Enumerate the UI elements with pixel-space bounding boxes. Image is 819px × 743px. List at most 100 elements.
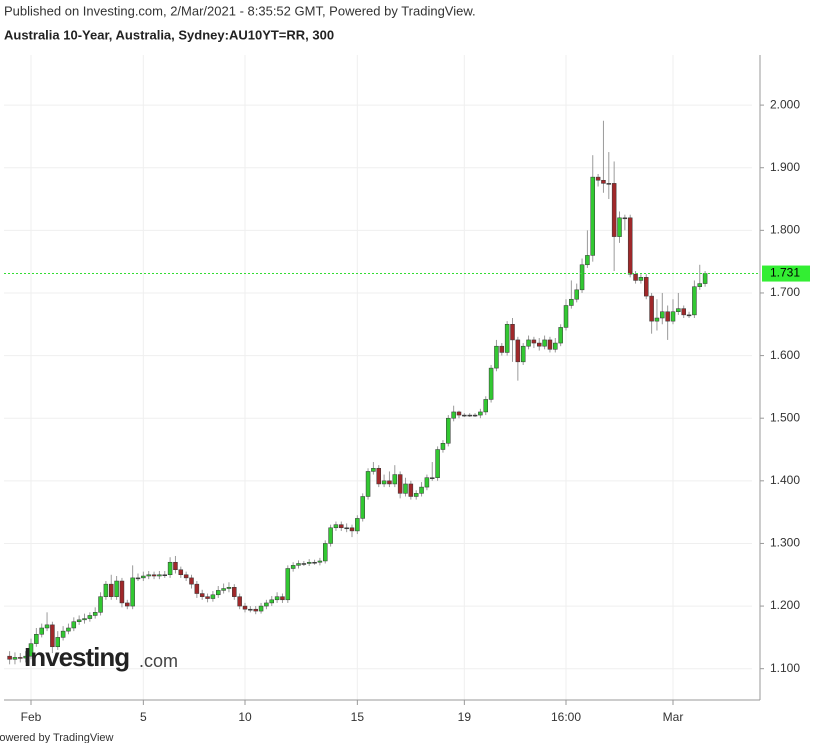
candle-body xyxy=(478,411,483,416)
candle-body xyxy=(569,298,574,306)
candle-body xyxy=(269,599,274,604)
watermark-suffix: .com xyxy=(139,651,178,671)
x-tick-label: Feb xyxy=(21,710,42,724)
candle-body xyxy=(702,273,708,284)
candle-body xyxy=(430,477,435,479)
candle-body xyxy=(151,574,157,577)
candle-body xyxy=(660,311,665,319)
candle-body xyxy=(681,308,686,316)
candle-body xyxy=(82,618,87,621)
x-tick-label: 10 xyxy=(238,710,252,724)
candle-body xyxy=(92,612,98,616)
candle-body xyxy=(670,311,676,322)
candle-body xyxy=(697,283,702,287)
candle-body xyxy=(397,474,403,494)
candle-body xyxy=(585,255,590,266)
candle-body xyxy=(130,577,135,607)
candle-body xyxy=(467,414,472,417)
y-tick-label: 1.200 xyxy=(770,598,800,612)
candle-body xyxy=(18,657,23,659)
candle-body xyxy=(563,305,569,328)
candle-body xyxy=(141,575,146,579)
candle-body xyxy=(114,580,119,597)
candle-body xyxy=(264,602,269,607)
candle-body xyxy=(349,527,355,532)
candle-body xyxy=(472,414,478,417)
chart-title: Australia 10-Year, Australia, Sydney:AU1… xyxy=(4,27,334,42)
candle-body xyxy=(339,524,344,529)
candle-body xyxy=(109,583,114,597)
candle-body xyxy=(125,602,130,607)
candle-body xyxy=(28,643,34,657)
candle-body xyxy=(419,486,424,494)
candle-body xyxy=(242,605,248,610)
candle-body xyxy=(71,621,77,629)
candle-body xyxy=(210,594,216,599)
candle-body xyxy=(183,574,189,579)
candle-body xyxy=(622,217,628,220)
candle-body xyxy=(76,619,82,622)
candle-body xyxy=(23,655,28,659)
candle-body xyxy=(654,317,660,322)
candle-body xyxy=(237,596,242,607)
candle-body xyxy=(617,217,622,237)
candle-body xyxy=(446,417,451,444)
last-price-box xyxy=(762,265,810,282)
candle-body xyxy=(205,596,210,599)
candle-body xyxy=(312,561,317,564)
candle-body xyxy=(119,580,125,604)
y-tick-label: 1.400 xyxy=(770,473,800,487)
candle-body xyxy=(87,615,93,619)
candle-body xyxy=(232,587,237,597)
candle-body xyxy=(323,543,328,562)
y-tick-label: 1.800 xyxy=(770,223,800,237)
candle-body xyxy=(387,480,392,485)
y-tick-label: 1.900 xyxy=(770,160,800,174)
candle-body xyxy=(515,339,521,363)
candle-body xyxy=(590,176,595,256)
candle-body xyxy=(60,630,66,638)
candle-body xyxy=(66,627,71,632)
candle-body xyxy=(189,577,194,585)
candle-body xyxy=(451,411,456,419)
x-tick-label: 16:00 xyxy=(551,710,581,724)
candle-body xyxy=(440,443,446,450)
candle-body xyxy=(665,311,670,322)
candle-body xyxy=(360,496,365,519)
candle-body xyxy=(39,627,44,635)
candle-body xyxy=(301,563,307,565)
candle-body xyxy=(499,345,505,353)
candle-body xyxy=(146,574,151,577)
y-tick-label: 1.700 xyxy=(770,285,800,299)
grid xyxy=(4,55,752,700)
candle-body xyxy=(611,183,617,237)
candle-body xyxy=(542,339,547,347)
y-tick-label: 2.000 xyxy=(770,97,800,111)
candle-body xyxy=(483,399,488,413)
candle-body xyxy=(649,295,654,322)
candle-body xyxy=(376,468,381,485)
candle-body xyxy=(290,565,296,569)
candle-body xyxy=(178,569,184,576)
candle-body xyxy=(258,605,264,612)
candle-body xyxy=(50,624,55,648)
candle-body xyxy=(526,339,531,347)
candle-body xyxy=(194,583,200,594)
candle-body xyxy=(226,587,232,589)
watermark: Investing xyxy=(24,642,129,672)
y-tick-label: 1.600 xyxy=(770,348,800,362)
candle-body xyxy=(627,217,633,275)
candle-body xyxy=(644,277,649,297)
candle-body xyxy=(601,179,606,184)
candle-body xyxy=(296,563,301,566)
candle-body xyxy=(676,308,681,312)
candle-body xyxy=(167,561,173,576)
y-tick-label: 1.100 xyxy=(770,661,800,675)
candle-body xyxy=(328,527,333,544)
candle-body xyxy=(248,608,253,611)
candle-body xyxy=(531,339,537,344)
candle-body xyxy=(686,314,692,317)
candle-body xyxy=(579,264,585,291)
